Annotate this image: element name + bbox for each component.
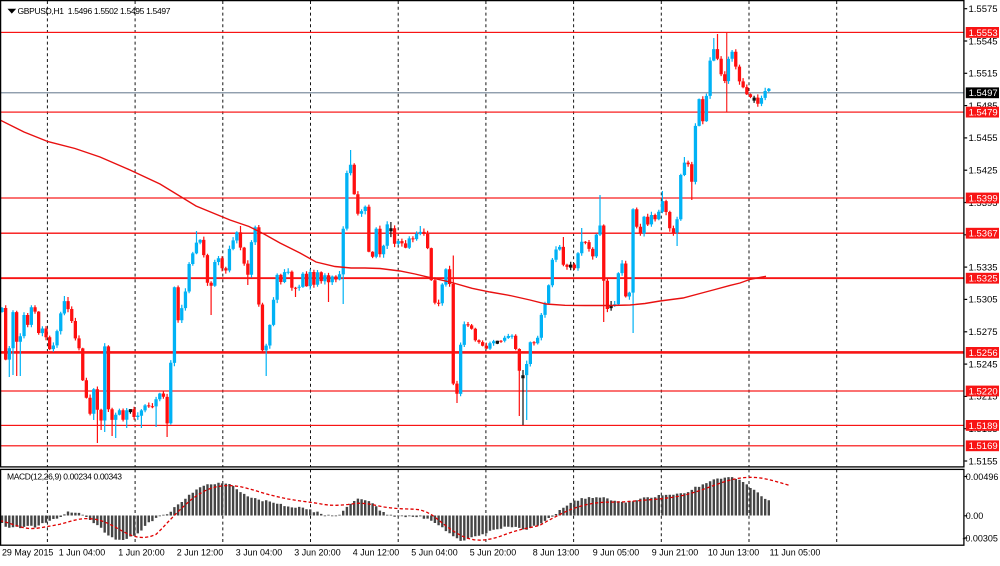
svg-text:0.00496: 0.00496 (966, 472, 999, 482)
svg-text:2 Jun 12:00: 2 Jun 12:00 (177, 547, 223, 557)
svg-text:1 Jun 20:00: 1 Jun 20:00 (118, 547, 164, 557)
svg-text:1.5485: 1.5485 (969, 101, 998, 112)
svg-text:9 Jun 05:00: 9 Jun 05:00 (593, 547, 639, 557)
svg-text:1.5335: 1.5335 (969, 262, 998, 273)
svg-text:4 Jun 12:00: 4 Jun 12:00 (353, 547, 399, 557)
svg-text:1.5305: 1.5305 (969, 295, 998, 306)
svg-text:1.5515: 1.5515 (969, 69, 998, 80)
svg-text:1.5220: 1.5220 (969, 386, 998, 397)
svg-text:9 Jun 21:00: 9 Jun 21:00 (652, 547, 698, 557)
svg-text:1.5575: 1.5575 (969, 4, 998, 15)
svg-text:11 Jun 05:00: 11 Jun 05:00 (770, 547, 821, 557)
svg-text:1 Jun 04:00: 1 Jun 04:00 (59, 547, 105, 557)
svg-text:1.5245: 1.5245 (969, 359, 998, 370)
svg-text:1.5189: 1.5189 (969, 421, 998, 432)
svg-text:1.5553: 1.5553 (969, 28, 998, 39)
svg-text:10 Jun 13:00: 10 Jun 13:00 (708, 547, 759, 557)
svg-text:1.5256: 1.5256 (969, 348, 998, 359)
svg-text:1.5497: 1.5497 (969, 88, 998, 99)
svg-text:5 Jun 04:00: 5 Jun 04:00 (411, 547, 457, 557)
svg-text:1.5215: 1.5215 (969, 392, 998, 403)
svg-text:1.5425: 1.5425 (969, 166, 998, 177)
svg-text:1.5479: 1.5479 (969, 108, 998, 119)
svg-text:1.5169: 1.5169 (969, 441, 998, 452)
svg-text:1.5545: 1.5545 (969, 36, 998, 47)
svg-text:8 Jun 13:00: 8 Jun 13:00 (533, 547, 579, 557)
svg-text:1.5367: 1.5367 (969, 229, 998, 240)
svg-text:1.5155: 1.5155 (969, 456, 998, 467)
svg-text:3 Jun 20:00: 3 Jun 20:00 (294, 547, 340, 557)
svg-text:1.5325: 1.5325 (969, 274, 998, 285)
svg-text:5 Jun 20:00: 5 Jun 20:00 (470, 547, 516, 557)
svg-text:MACD(12,26,9) 0.00234 0.00343: MACD(12,26,9) 0.00234 0.00343 (7, 472, 122, 482)
svg-text:GBPUSD,H1 1.5496 1.5502 1.549: GBPUSD,H1 1.5496 1.5502 1.5495 1.5497 (18, 6, 171, 16)
svg-text:1.5275: 1.5275 (969, 327, 998, 338)
svg-text:0.00: 0.00 (966, 511, 984, 521)
svg-text:3 Jun 04:00: 3 Jun 04:00 (236, 547, 282, 557)
svg-text:1.5455: 1.5455 (969, 133, 998, 144)
svg-text:29 May 2015: 29 May 2015 (2, 547, 53, 557)
svg-text:-0.00305: -0.00305 (962, 533, 998, 543)
svg-text:1.5399: 1.5399 (969, 193, 998, 204)
